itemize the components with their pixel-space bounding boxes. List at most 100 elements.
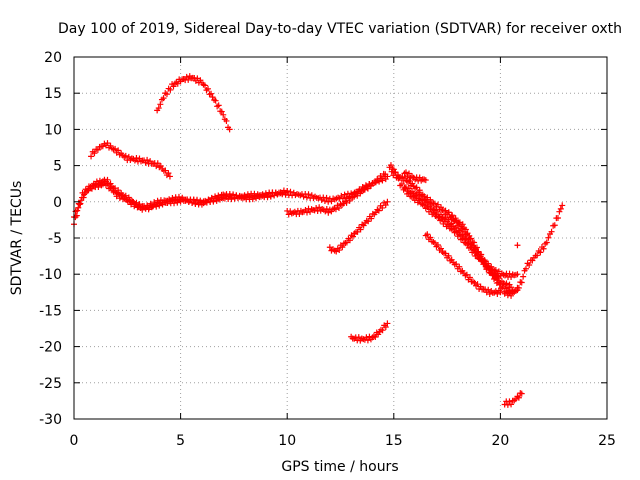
data-point <box>125 153 132 160</box>
data-point <box>339 244 346 251</box>
data-point <box>73 212 80 219</box>
data-point <box>365 218 372 225</box>
data-point <box>174 197 181 204</box>
data-point <box>267 193 274 200</box>
data-point <box>303 209 310 216</box>
x-tick-labels: 0 5 10 15 20 25 <box>70 433 616 449</box>
data-point <box>149 203 156 210</box>
data-point <box>346 237 353 244</box>
series-arc-10 <box>401 169 429 184</box>
data-point <box>379 175 386 182</box>
data-point <box>190 196 197 203</box>
data-point <box>343 199 350 206</box>
data-point <box>520 273 527 280</box>
data-point <box>335 205 342 212</box>
data-point <box>540 245 547 252</box>
data-point <box>466 274 473 281</box>
data-point <box>132 200 139 207</box>
data-point <box>266 190 273 197</box>
data-point <box>545 234 552 241</box>
data-point <box>398 181 405 188</box>
series-arc-15 <box>501 390 525 408</box>
data-point <box>77 200 84 207</box>
data-point <box>388 168 395 175</box>
data-point <box>208 90 215 97</box>
data-point <box>215 102 222 109</box>
data-point <box>431 207 438 214</box>
data-point <box>506 270 513 277</box>
data-point <box>485 286 492 293</box>
data-point <box>508 292 515 299</box>
data-point <box>518 279 525 286</box>
data-point <box>364 185 371 192</box>
data-point <box>462 226 469 233</box>
x-tick-label: 15 <box>385 433 403 449</box>
plot-frame <box>73 56 608 420</box>
data-point <box>205 85 212 92</box>
data-point <box>372 179 379 186</box>
data-point <box>442 207 449 214</box>
data-point <box>485 262 492 269</box>
data-point <box>453 261 460 268</box>
data-point <box>107 184 114 191</box>
x-tick-label: 20 <box>491 433 509 449</box>
data-point <box>427 201 434 208</box>
y-tick-label: -25 <box>39 376 62 392</box>
series-arc-6 <box>326 198 391 255</box>
data-point <box>357 190 364 197</box>
data-point <box>326 244 333 251</box>
data-point <box>508 401 515 408</box>
data-point <box>112 188 119 195</box>
data-point <box>296 211 303 218</box>
data-point <box>456 227 463 234</box>
data-point <box>514 242 521 249</box>
data-point <box>226 126 233 133</box>
data-point <box>133 199 140 206</box>
data-point <box>363 334 370 341</box>
data-point <box>336 247 343 254</box>
data-point <box>244 193 251 200</box>
data-point <box>126 197 133 204</box>
data-point <box>467 235 474 242</box>
series-arc-5 <box>284 170 389 218</box>
data-point <box>165 170 172 177</box>
data-point <box>416 187 423 194</box>
y-tick-label: -15 <box>39 303 62 319</box>
data-point <box>220 111 227 118</box>
x-tick-label: 25 <box>598 433 616 449</box>
data-point <box>354 192 361 199</box>
data-point <box>91 150 98 157</box>
series-arc-7 <box>348 320 391 344</box>
data-point <box>230 191 237 198</box>
y-tick-label: -20 <box>39 340 62 356</box>
data-point <box>557 205 564 212</box>
data-point <box>422 177 429 184</box>
series-arc-4 <box>154 73 233 133</box>
data-point <box>495 268 502 275</box>
data-point <box>249 196 256 203</box>
data-point <box>424 231 431 238</box>
data-point <box>88 153 95 160</box>
data-point <box>416 174 423 181</box>
data-point <box>210 197 217 204</box>
data-point <box>316 204 323 211</box>
data-point <box>194 197 200 204</box>
data-point <box>387 162 394 169</box>
data-point <box>341 191 348 198</box>
chart-title: Day 100 of 2019, Sidereal Day-to-day VTE… <box>58 21 622 37</box>
data-point <box>156 200 163 207</box>
data-point <box>343 239 350 246</box>
data-point <box>514 271 521 278</box>
data-point <box>427 234 434 241</box>
data-point <box>305 191 312 198</box>
data-point <box>506 398 513 405</box>
y-tick-label: -5 <box>48 231 62 247</box>
data-point <box>473 244 480 251</box>
data-point <box>284 187 291 194</box>
series-arc-13 <box>444 209 502 280</box>
data-point <box>379 204 386 211</box>
y-tick-label: 15 <box>44 86 62 102</box>
data-point <box>537 249 544 256</box>
data-point <box>194 75 201 82</box>
